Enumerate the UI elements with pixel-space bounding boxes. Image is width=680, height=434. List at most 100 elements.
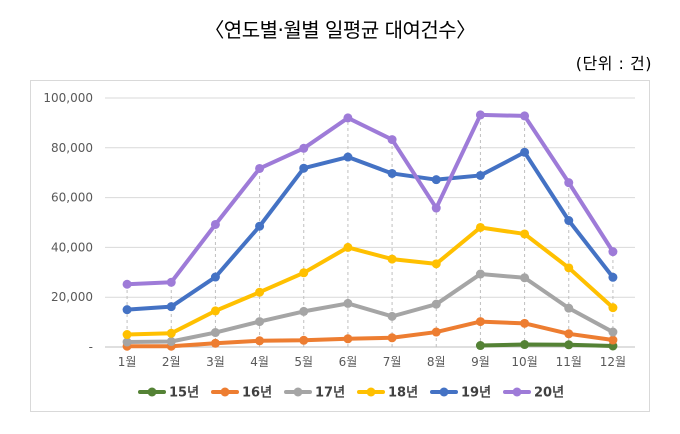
data-point xyxy=(122,330,132,340)
data-point xyxy=(475,110,485,120)
legend-label: 17년 xyxy=(315,386,345,401)
data-point xyxy=(387,135,397,145)
x-tick-label: 1월 xyxy=(118,355,137,369)
data-point xyxy=(255,317,265,327)
legend-label: 19년 xyxy=(461,386,491,401)
data-point xyxy=(387,254,397,264)
series-15년 xyxy=(475,340,618,351)
data-point xyxy=(210,219,220,229)
data-point xyxy=(431,259,441,269)
data-point xyxy=(431,203,441,213)
data-point xyxy=(564,303,574,313)
legend-label: 16년 xyxy=(242,386,272,401)
data-point xyxy=(475,222,485,232)
data-point xyxy=(387,168,397,178)
legend-item: 15년 xyxy=(138,386,199,401)
data-point xyxy=(431,327,441,337)
data-point xyxy=(299,143,309,153)
y-tick-label: - xyxy=(89,340,93,354)
x-tick-label: 6월 xyxy=(339,355,358,369)
data-point xyxy=(608,272,618,282)
series-line xyxy=(125,225,615,337)
data-point xyxy=(122,279,132,289)
legend-swatch-marker xyxy=(293,387,303,397)
x-tick-label: 11월 xyxy=(556,355,582,369)
data-point xyxy=(387,333,397,343)
data-point xyxy=(343,152,353,162)
data-point xyxy=(564,329,574,339)
data-point xyxy=(475,269,485,279)
series-20년 xyxy=(122,110,618,289)
data-point xyxy=(520,147,530,157)
y-tick-label: 20,000 xyxy=(51,290,93,304)
legend-item: 18년 xyxy=(357,386,418,401)
x-tick-label: 2월 xyxy=(162,355,181,369)
y-tick-label: 40,000 xyxy=(51,240,93,254)
series-line xyxy=(478,342,615,349)
data-point xyxy=(166,328,176,338)
data-point xyxy=(343,242,353,252)
data-point xyxy=(299,163,309,173)
y-axis: - 20,000 40,000 60,000 80,000 100,000 xyxy=(43,91,93,354)
series-17년 xyxy=(122,269,618,347)
x-tick-label: 7월 xyxy=(383,355,402,369)
data-point xyxy=(210,338,220,348)
data-point xyxy=(520,229,530,239)
x-tick-label: 3월 xyxy=(206,355,225,369)
data-point xyxy=(475,170,485,180)
y-tick-label: 60,000 xyxy=(51,191,93,205)
data-point xyxy=(475,317,485,327)
data-point xyxy=(564,216,574,226)
x-tick-label: 10월 xyxy=(511,355,537,369)
data-point xyxy=(608,335,618,345)
data-point xyxy=(255,287,265,297)
legend-item: 16년 xyxy=(211,386,272,401)
legend-swatch-marker xyxy=(147,387,157,397)
data-point xyxy=(564,263,574,273)
legend-swatch-marker xyxy=(439,387,449,397)
data-point xyxy=(122,305,132,315)
x-tick-label: 12월 xyxy=(600,355,626,369)
data-point xyxy=(343,334,353,344)
legend-label: 20년 xyxy=(534,386,564,401)
x-tick-label: 9월 xyxy=(471,355,490,369)
series-lines xyxy=(122,110,618,351)
series-18년 xyxy=(122,222,618,340)
data-point xyxy=(520,340,530,350)
data-point xyxy=(122,337,132,347)
data-point xyxy=(564,178,574,188)
data-point xyxy=(299,306,309,316)
x-axis: 1월 2월 3월 4월 5월 6월 7월 8월 9월 10월 11월 12월 xyxy=(118,355,626,369)
data-point xyxy=(343,298,353,308)
data-point xyxy=(431,299,441,309)
data-point xyxy=(431,175,441,185)
data-point xyxy=(475,341,485,351)
data-point xyxy=(255,163,265,173)
y-tick-label: 80,000 xyxy=(51,141,93,155)
data-point xyxy=(210,328,220,338)
series-line xyxy=(125,150,615,312)
series-line xyxy=(125,112,615,287)
data-point xyxy=(166,302,176,312)
data-point xyxy=(520,318,530,328)
legend-swatch-marker xyxy=(366,387,376,397)
data-point xyxy=(387,311,397,321)
data-point xyxy=(166,337,176,347)
legend-swatch-marker xyxy=(220,387,230,397)
x-tick-label: 4월 xyxy=(250,355,269,369)
data-point xyxy=(166,277,176,287)
series-line xyxy=(125,319,615,349)
data-point xyxy=(299,335,309,345)
month-guides xyxy=(126,114,614,347)
data-point xyxy=(608,303,618,313)
legend-item: 17년 xyxy=(284,386,345,401)
series-line xyxy=(125,272,615,345)
x-tick-label: 5월 xyxy=(294,355,313,369)
chart-panel xyxy=(30,80,650,412)
legend-label: 15년 xyxy=(169,386,199,401)
data-point xyxy=(608,247,618,257)
legend-label: 18년 xyxy=(388,386,418,401)
legend: 15년 16년 17년 18년 19년 20년 xyxy=(138,386,564,401)
data-point xyxy=(255,221,265,231)
